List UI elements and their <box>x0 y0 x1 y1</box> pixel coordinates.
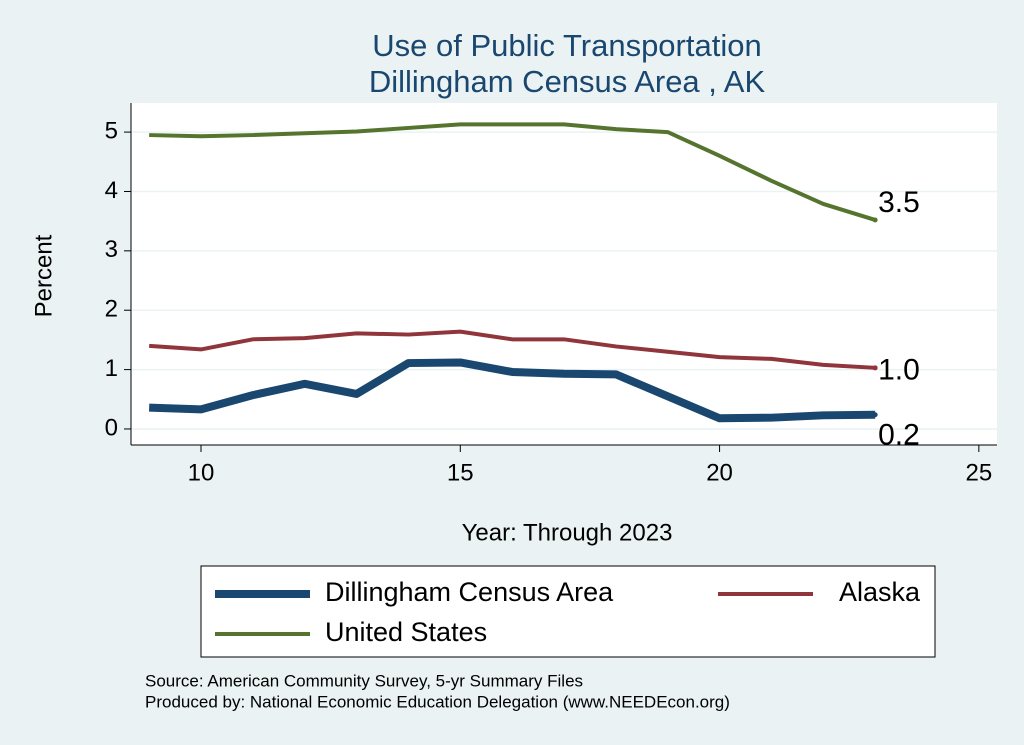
y-tick-label: 0 <box>105 414 118 441</box>
end-label: 1.0 <box>878 354 920 387</box>
legend <box>200 565 936 658</box>
series-line <box>149 358 876 423</box>
end-label: 3.5 <box>878 186 920 219</box>
end-label: 0.2 <box>878 419 920 452</box>
y-tick-label: 5 <box>105 117 118 144</box>
chart-title: Use of Public Transportation <box>372 28 761 63</box>
y-axis-label: Percent <box>30 234 57 317</box>
x-tick-label: 10 <box>188 459 215 486</box>
y-tick-label: 4 <box>105 177 118 204</box>
legend-label: Dillingham Census Area <box>325 577 614 607</box>
x-tick-label: 15 <box>447 459 474 486</box>
series-line <box>149 122 876 222</box>
chart-subtitle: Dillingham Census Area , AK <box>369 64 766 99</box>
x-tick-label: 20 <box>706 459 733 486</box>
y-tick-label: 1 <box>105 355 118 382</box>
series-line <box>149 329 876 370</box>
y-tick-label: 3 <box>105 236 118 263</box>
end-point <box>872 217 878 223</box>
source-note: Source: American Community Survey, 5-yr … <box>145 671 583 690</box>
end-point <box>872 412 878 418</box>
x-axis-label: Year: Through 2023 <box>462 519 673 546</box>
legend-label: Alaska <box>839 577 921 607</box>
source-note: Produced by: National Economic Education… <box>145 692 730 711</box>
end-point <box>872 365 878 371</box>
y-tick-label: 2 <box>105 296 118 323</box>
x-tick-label: 25 <box>965 459 992 486</box>
legend-label: United States <box>325 617 487 647</box>
